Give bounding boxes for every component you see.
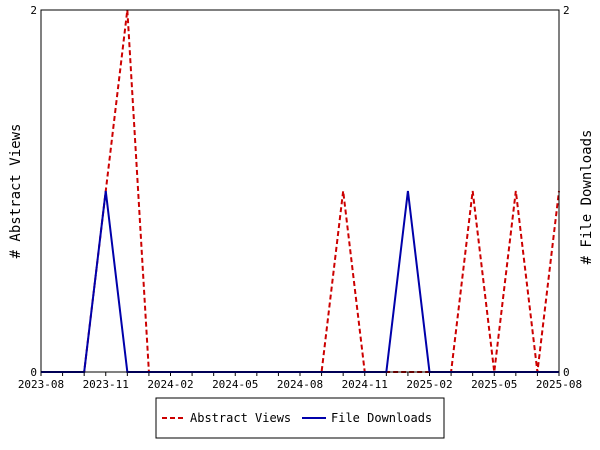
y2-tick-label: 0 xyxy=(563,366,570,379)
tick-labels: 2023-08 2023-11 2024-02 2024-05 2024-08 2024-… xyxy=(18,4,582,391)
plot-frame xyxy=(40,9,560,373)
y-axis-title: # Abstract Views xyxy=(8,124,24,259)
x-tick-label: 2024-05 xyxy=(212,378,258,391)
y-tick-label: 0 xyxy=(30,366,37,379)
legend-label-abstract-views: Abstract Views xyxy=(190,411,291,425)
x-tick-label: 2024-08 xyxy=(277,378,323,391)
legend: Abstract Views File Downloads xyxy=(155,397,445,439)
plot-area xyxy=(41,10,559,372)
x-tick-label: 2025-08 xyxy=(536,378,582,391)
x-tick-label: 2023-11 xyxy=(83,378,129,391)
x-tick-label: 2025-02 xyxy=(406,378,452,391)
legend-label-file-downloads: File Downloads xyxy=(331,411,432,425)
y-tick-label: 2 xyxy=(30,4,37,17)
x-tick-label: 2025-05 xyxy=(471,378,517,391)
x-tick-label: 2023-08 xyxy=(18,378,64,391)
x-tick-label: 2024-11 xyxy=(342,378,388,391)
y2-tick-label: 2 xyxy=(563,4,570,17)
y2-axis-title: # File Downloads xyxy=(579,130,595,265)
x-tick-label: 2024-02 xyxy=(147,378,193,391)
legend-box xyxy=(155,397,445,439)
